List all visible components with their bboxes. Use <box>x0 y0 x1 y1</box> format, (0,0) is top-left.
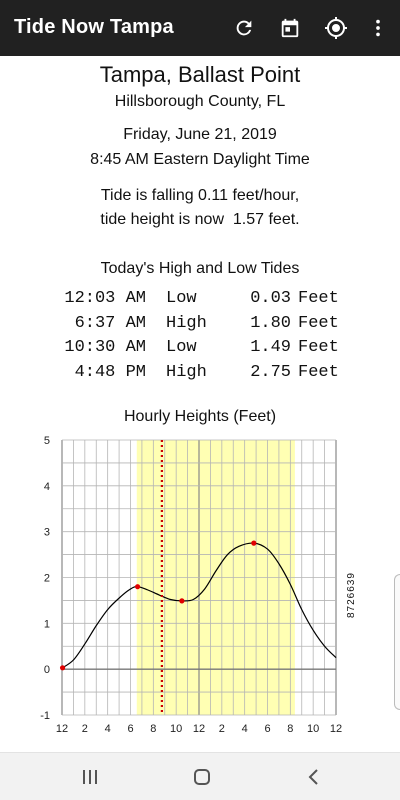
y-tick-label: 2 <box>44 573 50 585</box>
tide-value: 2.75 <box>250 362 291 382</box>
station-id: 8726639 <box>346 572 357 618</box>
tide-rate-text: Tide is falling 0.11 feet/hour, <box>100 187 300 204</box>
tide-type: Low <box>166 338 197 358</box>
location-county: Hillsborough County, FL <box>114 93 286 110</box>
x-tick-label: 4 <box>105 723 111 735</box>
tide-time: 4:48 PM <box>74 362 146 382</box>
tide-row: 6:37 AM High 1.80 Feet <box>56 314 356 339</box>
x-tick-label: 12 <box>330 723 342 735</box>
x-tick-label: 10 <box>170 723 182 735</box>
tide-time: 6:37 AM <box>74 313 146 333</box>
recent-apps-icon[interactable] <box>77 765 103 789</box>
more-vert-icon[interactable] <box>360 10 396 46</box>
x-tick-label: 4 <box>242 723 248 735</box>
x-tick-label: 8 <box>287 723 293 735</box>
tide-type: Low <box>166 289 197 308</box>
tide-unit: Feet <box>298 338 339 358</box>
tide-value: 1.49 <box>250 338 291 358</box>
current-date: Friday, June 21, 2019 <box>123 126 277 143</box>
tide-unit: Feet <box>298 313 339 333</box>
tide-time: 12:03 AM <box>64 289 146 308</box>
tide-row: 10:30 AM Low 1.49 Feet <box>56 338 356 363</box>
tide-extreme-marker <box>179 598 185 604</box>
x-tick-label: 10 <box>307 723 319 735</box>
x-tick-label: 2 <box>82 723 88 735</box>
y-tick-label: 4 <box>44 481 50 493</box>
x-tick-label: 12 <box>193 723 205 735</box>
y-tick-label: 5 <box>44 435 50 447</box>
x-tick-label: 12 <box>56 723 68 735</box>
calendar-icon[interactable] <box>272 10 308 46</box>
back-icon[interactable] <box>301 765 327 789</box>
my-location-icon[interactable] <box>318 10 354 46</box>
tide-table: 12:03 AM Low 0.03 Feet 6:37 AM High 1.80… <box>56 289 356 387</box>
tide-value: 1.80 <box>250 313 291 333</box>
current-time: 8:45 AM Eastern Daylight Time <box>90 151 310 168</box>
tide-extreme-marker <box>251 540 257 546</box>
tide-extreme-marker <box>59 665 66 671</box>
x-tick-label: 6 <box>264 723 270 735</box>
location-name: Tampa, Ballast Point <box>99 62 301 87</box>
y-tick-label: 0 <box>44 664 50 676</box>
y-tick-label: 3 <box>44 527 50 539</box>
y-tick-label: -1 <box>40 710 50 722</box>
refresh-icon[interactable] <box>226 10 262 46</box>
chart-title: Hourly Heights (Feet) <box>123 408 277 425</box>
y-tick-label: 1 <box>44 618 50 630</box>
tide-type: High <box>166 362 207 382</box>
system-nav-bar <box>0 752 400 800</box>
tide-extreme-marker <box>134 584 141 590</box>
x-tick-label: 2 <box>219 723 225 735</box>
tide-unit: Feet <box>298 289 339 308</box>
tides-heading: Today's High and Low Tides <box>100 260 300 277</box>
app-title: Tide Now Tampa <box>14 16 174 38</box>
tide-height-text: tide height is now 1.57 feet. <box>100 211 300 228</box>
home-icon[interactable] <box>189 765 215 789</box>
x-tick-label: 6 <box>127 723 133 735</box>
tide-type: High <box>166 313 207 333</box>
tide-row: 12:03 AM Low 0.03 Feet <box>56 289 356 314</box>
edge-panel-handle[interactable] <box>394 574 400 710</box>
tide-unit: Feet <box>298 362 339 382</box>
tide-row: 4:48 PM High 2.75 Feet <box>56 363 356 388</box>
x-tick-label: 8 <box>150 723 156 735</box>
tide-value: 0.03 <box>250 289 291 308</box>
app-bar: Tide Now Tampa <box>0 0 400 56</box>
tide-curve <box>62 542 337 669</box>
tide-time: 10:30 AM <box>64 338 146 358</box>
